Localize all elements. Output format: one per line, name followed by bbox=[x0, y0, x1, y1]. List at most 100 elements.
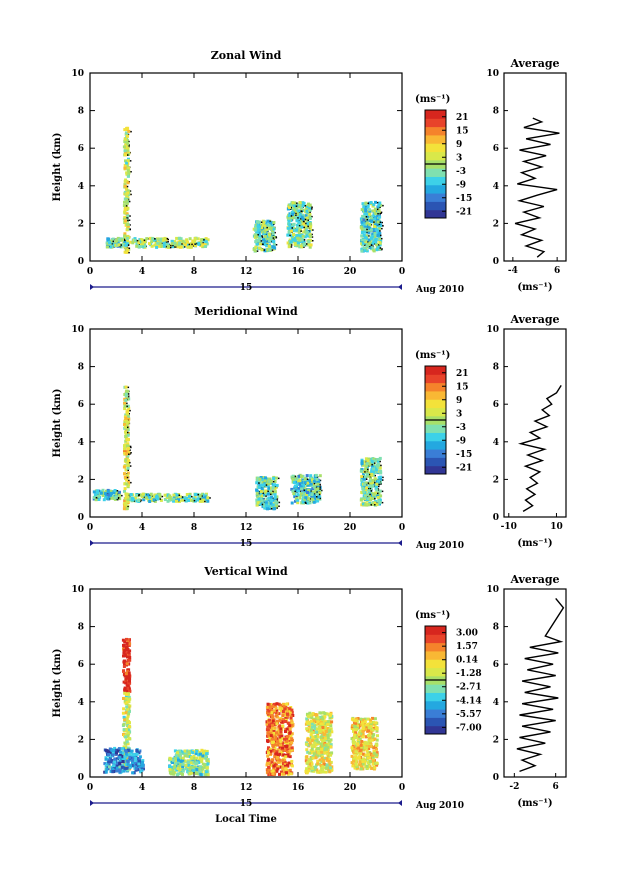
heat-cell bbox=[368, 223, 372, 226]
heat-cell bbox=[320, 748, 324, 751]
heat-cell bbox=[364, 481, 368, 485]
heat-cell bbox=[367, 503, 371, 507]
heat-cell bbox=[256, 224, 260, 227]
heat-cell bbox=[127, 700, 131, 704]
heat-cell bbox=[314, 743, 318, 747]
colorbar-segment bbox=[425, 449, 446, 458]
heat-cell bbox=[297, 243, 301, 247]
heat-cell bbox=[134, 496, 137, 500]
contour-dot bbox=[305, 502, 307, 504]
heat-cell bbox=[123, 674, 127, 678]
heat-cell bbox=[373, 717, 377, 721]
heat-cell bbox=[281, 746, 284, 750]
heat-cell bbox=[95, 491, 99, 494]
heat-cell bbox=[372, 239, 376, 243]
heat-cell bbox=[269, 501, 273, 505]
contour-dot bbox=[194, 243, 196, 245]
heat-cell bbox=[107, 760, 111, 764]
heat-cell bbox=[125, 674, 129, 678]
colorbar-segment bbox=[425, 667, 446, 677]
heat-cell bbox=[125, 238, 128, 242]
heat-cell bbox=[291, 238, 295, 242]
heat-cell bbox=[269, 499, 273, 503]
heat-cell bbox=[375, 484, 378, 488]
heat-cell bbox=[308, 711, 312, 715]
contour-dot bbox=[121, 494, 123, 497]
heat-cell bbox=[372, 249, 376, 253]
heat-cell bbox=[259, 497, 263, 501]
heat-cell bbox=[113, 758, 117, 762]
heat-cell bbox=[278, 765, 282, 769]
contour-dot bbox=[367, 488, 370, 490]
contour-dot bbox=[382, 476, 384, 479]
heat-cell bbox=[374, 240, 378, 244]
heat-cell bbox=[124, 694, 128, 698]
heat-cell bbox=[122, 665, 126, 668]
heat-cell bbox=[361, 241, 365, 245]
heat-cell bbox=[201, 756, 205, 760]
contour-dot bbox=[371, 463, 373, 466]
heat-cell bbox=[316, 482, 320, 486]
heat-cell bbox=[308, 222, 312, 226]
heat-cell bbox=[366, 472, 369, 476]
heat-cell bbox=[359, 732, 363, 736]
heat-cell bbox=[371, 757, 375, 761]
heat-cell bbox=[309, 713, 313, 717]
heat-cell bbox=[366, 766, 370, 770]
heat-cell bbox=[189, 761, 193, 765]
heat-cell bbox=[372, 219, 376, 223]
heat-cell bbox=[126, 206, 130, 210]
heat-cell bbox=[267, 765, 271, 769]
heat-cell bbox=[271, 744, 275, 748]
heat-cell bbox=[126, 214, 130, 218]
contour-dot bbox=[116, 490, 119, 492]
heat-cell bbox=[198, 750, 202, 754]
heat-cell bbox=[371, 503, 375, 506]
contour-dot bbox=[270, 233, 273, 235]
heat-cell bbox=[204, 763, 208, 767]
heat-cell bbox=[255, 481, 259, 485]
contour-dot bbox=[108, 498, 111, 500]
heat-cell bbox=[274, 500, 278, 504]
heat-cell bbox=[109, 769, 113, 773]
heat-cell bbox=[323, 727, 327, 731]
heat-cell bbox=[125, 250, 129, 254]
heat-cell bbox=[379, 494, 383, 498]
heat-cell bbox=[301, 217, 305, 221]
contour-dot bbox=[183, 499, 186, 502]
heat-cell bbox=[306, 222, 310, 226]
heat-cell bbox=[193, 765, 197, 769]
heat-cell bbox=[126, 693, 130, 696]
heat-cell bbox=[277, 741, 281, 745]
contour-dot bbox=[305, 222, 307, 225]
heat-cell bbox=[127, 480, 131, 484]
heat-cell bbox=[366, 215, 370, 219]
heat-cell bbox=[379, 469, 383, 473]
colorbar-tick-label: -21 bbox=[456, 207, 472, 217]
heat-cell bbox=[288, 713, 292, 717]
contour-dot bbox=[370, 244, 372, 246]
heat-cell bbox=[124, 643, 128, 647]
heat-cell bbox=[287, 745, 291, 749]
heat-cell bbox=[201, 243, 205, 247]
heat-cell bbox=[172, 772, 176, 776]
date-label: Aug 2010 bbox=[415, 285, 464, 295]
heat-cell bbox=[267, 768, 271, 772]
heat-cell bbox=[201, 499, 205, 503]
heat-cell bbox=[131, 761, 135, 764]
heat-cell bbox=[362, 490, 366, 494]
heat-cell bbox=[276, 715, 280, 719]
contour-dot bbox=[366, 231, 368, 234]
heat-cell bbox=[103, 762, 107, 766]
heat-cell bbox=[183, 759, 187, 763]
heat-cell bbox=[153, 493, 157, 497]
contour-dot bbox=[296, 495, 298, 498]
heat-cell bbox=[266, 484, 270, 488]
heat-cell bbox=[159, 239, 163, 243]
colorbar-segment bbox=[425, 134, 446, 144]
heat-cell bbox=[139, 770, 143, 774]
heat-cell bbox=[126, 648, 130, 651]
heat-cell bbox=[316, 750, 320, 754]
heat-cell bbox=[304, 722, 308, 726]
heat-cell bbox=[359, 729, 362, 733]
